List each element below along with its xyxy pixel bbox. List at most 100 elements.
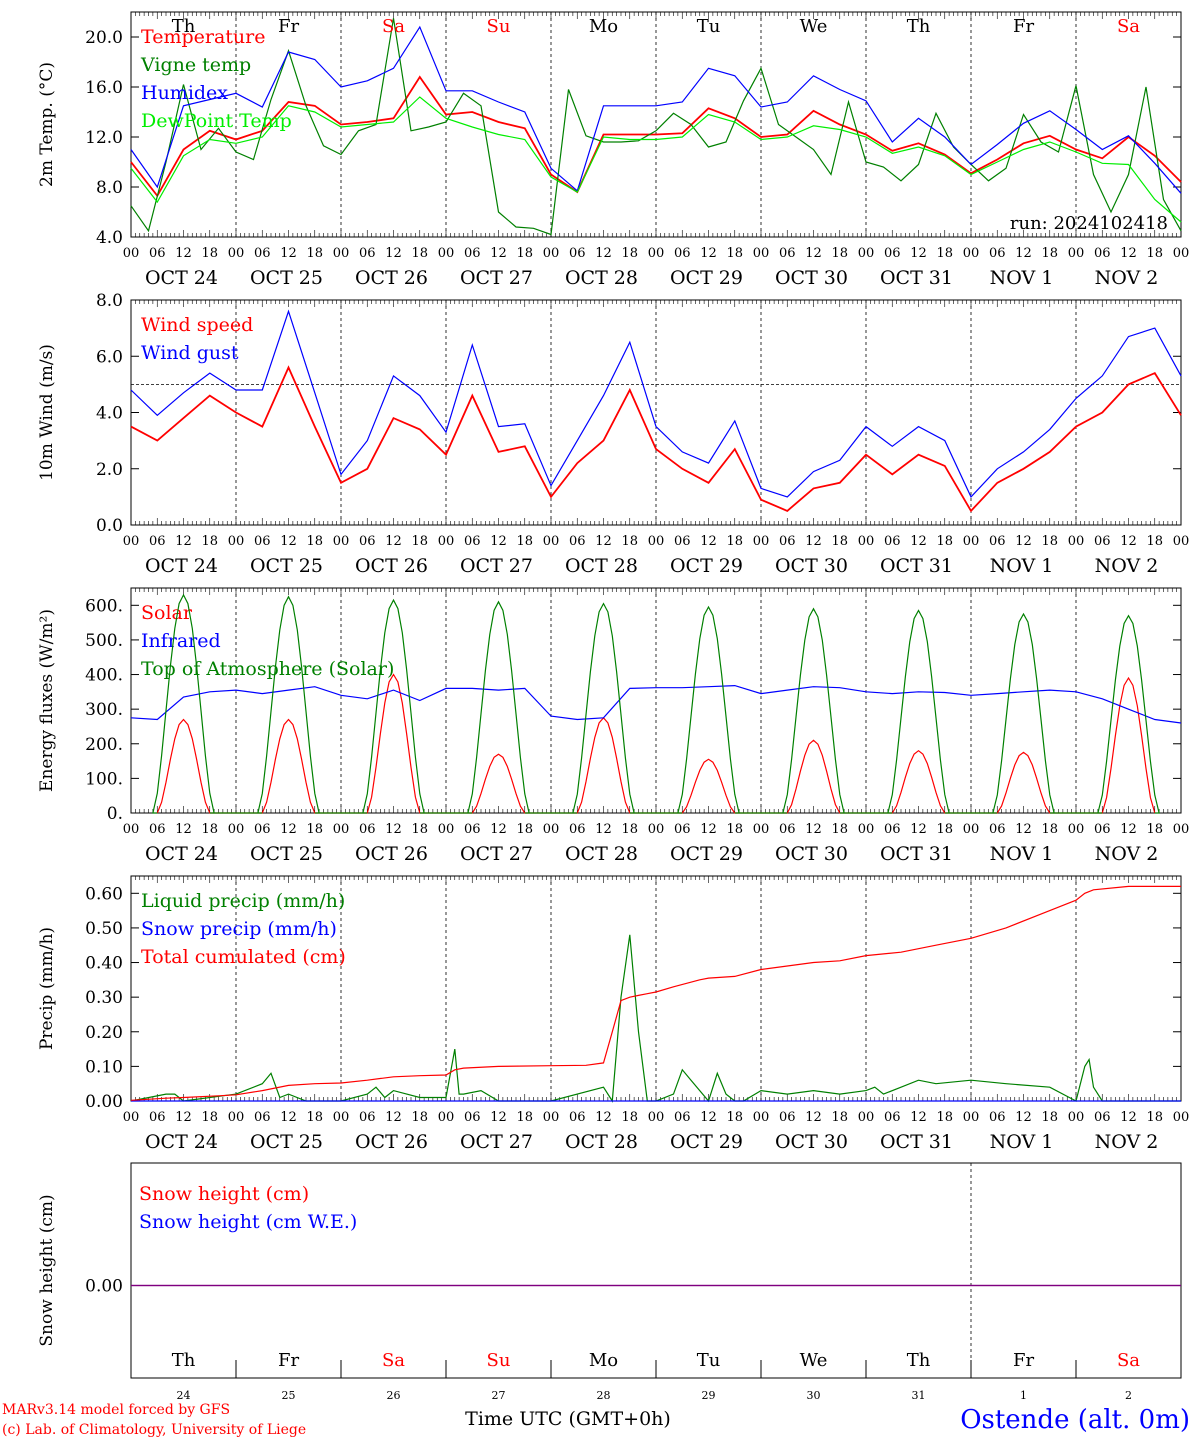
date-label: OCT 31: [880, 843, 953, 865]
hour-label: 06: [149, 1110, 166, 1125]
hour-label: 00: [123, 1110, 140, 1125]
y-tick-label: 0.: [107, 804, 123, 824]
hour-label: 12: [385, 1110, 402, 1125]
y-tick-label: 600.: [85, 596, 123, 616]
date-label: OCT 28: [565, 1131, 638, 1153]
hour-label: 00: [438, 246, 455, 261]
date-label: OCT 31: [880, 1131, 953, 1153]
legend-entry: Liquid precip (mm/h): [141, 890, 345, 912]
legend-entry: Infrared: [141, 630, 221, 652]
y-tick-label: 0.10: [85, 1057, 123, 1077]
series-line: [130, 96, 1182, 223]
y-tick-label: 0.00: [85, 1092, 123, 1112]
model-info-line-1: MARv3.14 model forced by GFS: [2, 1402, 230, 1418]
y-tick-label: 2.0: [96, 460, 123, 480]
y-tick-label: 200.: [85, 735, 123, 755]
hour-label: 06: [674, 246, 691, 261]
hour-label: 12: [700, 534, 717, 549]
y-tick-label: 12.0: [85, 128, 123, 148]
hour-label: 06: [884, 1110, 901, 1125]
day-name: Sa: [1117, 1350, 1140, 1371]
hour-label: 18: [936, 534, 953, 549]
hour-label: 00: [648, 246, 665, 261]
day-name: Sa: [382, 16, 405, 37]
hour-label: 12: [700, 1110, 717, 1125]
legend-entry: Total cumulated (cm): [141, 946, 346, 968]
date-label: OCT 25: [250, 843, 323, 865]
hour-label: 00: [1173, 822, 1190, 837]
hour-label: 00: [123, 534, 140, 549]
hour-label: 18: [516, 822, 533, 837]
plot-frame: [130, 587, 1182, 814]
y-tick-label: 6.0: [96, 347, 123, 367]
day-name: We: [800, 16, 828, 37]
hour-label: 06: [359, 246, 376, 261]
hour-label: 00: [1173, 1110, 1190, 1125]
y-tick-label: 16.0: [85, 78, 123, 98]
y-tick-label: 0.50: [85, 919, 123, 939]
hour-label: 00: [858, 1110, 875, 1125]
hour-label: 00: [333, 822, 350, 837]
hour-label: 12: [280, 1110, 297, 1125]
day-name: Th: [907, 16, 931, 37]
series-line: [130, 885, 1181, 1101]
hour-label: 18: [726, 1110, 743, 1125]
hour-label: 00: [858, 534, 875, 549]
hour-label: 00: [123, 246, 140, 261]
hour-label: 18: [201, 822, 218, 837]
date-label: OCT 30: [775, 1131, 848, 1153]
bottom-date-label: 27: [492, 1389, 506, 1402]
date-label: NOV 2: [1095, 555, 1159, 577]
x-axis-label: Time UTC (GMT+0h): [465, 1408, 671, 1430]
y-tick-label: 8.0: [96, 178, 123, 198]
date-label: OCT 27: [460, 267, 533, 289]
date-label: OCT 24: [145, 555, 218, 577]
hour-label: 06: [1094, 822, 1111, 837]
hour-label: 12: [700, 822, 717, 837]
hour-label: 18: [306, 822, 323, 837]
hour-label: 18: [516, 1110, 533, 1125]
hour-label: 00: [228, 246, 245, 261]
run-label: run: 2024102418: [1010, 213, 1168, 234]
hour-label: 00: [438, 822, 455, 837]
hour-label: 18: [1146, 534, 1163, 549]
hour-label: 18: [726, 246, 743, 261]
bottom-date-label: 30: [807, 1389, 821, 1402]
legend-entry: Snow height (cm W.E.): [139, 1211, 357, 1233]
date-label: OCT 24: [145, 1131, 218, 1153]
hour-label: 06: [779, 822, 796, 837]
hour-label: 00: [123, 822, 140, 837]
hour-label: 06: [359, 822, 376, 837]
panel-3: 0. 100. 200. 300. 400. 500. 600. Energy fluxes …: [37, 587, 1190, 865]
hour-label: 12: [490, 534, 507, 549]
hour-label: 06: [569, 822, 586, 837]
hour-label: 06: [884, 534, 901, 549]
day-name: Mo: [589, 1350, 618, 1371]
hour-label: 12: [490, 1110, 507, 1125]
date-label: OCT 28: [565, 267, 638, 289]
date-label: OCT 26: [355, 555, 428, 577]
day-name: We: [800, 1350, 828, 1371]
legend-entry: Top of Atmosphere (Solar): [141, 658, 394, 680]
day-name: Th: [172, 16, 196, 37]
date-label: OCT 28: [565, 843, 638, 865]
hour-label: 12: [910, 822, 927, 837]
y-axis-title: Energy fluxes (W/m²): [37, 609, 57, 792]
y-tick-label: 100.: [85, 769, 123, 789]
hour-label: 06: [464, 246, 481, 261]
hour-label: 12: [1120, 246, 1137, 261]
hour-label: 06: [884, 822, 901, 837]
y-tick-label: 0.00: [85, 1277, 123, 1297]
hour-label: 12: [910, 1110, 927, 1125]
hour-label: 12: [385, 534, 402, 549]
date-label: OCT 31: [880, 555, 953, 577]
hour-label: 06: [569, 246, 586, 261]
hour-label: 12: [805, 822, 822, 837]
bottom-date-label: 25: [282, 1389, 296, 1402]
hour-label: 12: [490, 246, 507, 261]
hour-label: 06: [254, 534, 271, 549]
y-tick-label: 300.: [85, 700, 123, 720]
hour-label: 06: [359, 1110, 376, 1125]
hour-label: 06: [989, 534, 1006, 549]
hour-label: 00: [753, 246, 770, 261]
